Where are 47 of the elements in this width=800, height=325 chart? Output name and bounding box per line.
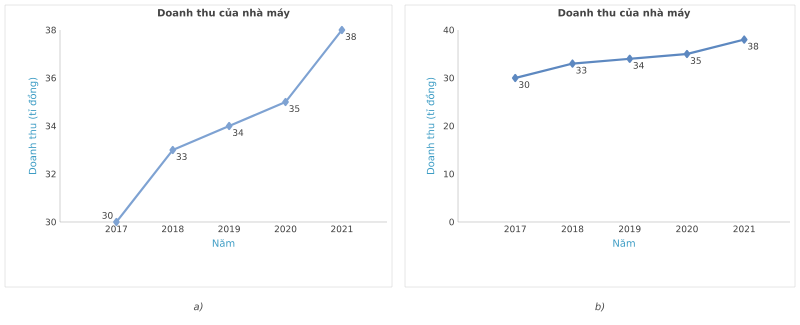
data-label: 38 (748, 42, 758, 50)
point (569, 60, 576, 68)
y-tick-label: 32 (46, 170, 56, 178)
y-tick-label: 10 (444, 170, 454, 178)
point (684, 50, 690, 58)
point (626, 54, 634, 63)
y-tick-label: 0 (449, 218, 454, 226)
x-axis-title: Năm (613, 239, 635, 247)
point (740, 36, 748, 44)
y-tick-label: 30 (46, 218, 56, 226)
y-tick-label: 20 (444, 122, 454, 130)
point (282, 98, 289, 106)
data-label: 30 (102, 212, 113, 219)
chart-title: Doanh thu của nhà máy (558, 8, 690, 19)
y-tick-label: 34 (46, 122, 56, 130)
point (512, 74, 519, 82)
point (338, 26, 346, 34)
data-label: 34 (634, 62, 644, 69)
point (226, 122, 232, 130)
text: b) (595, 302, 604, 312)
data-label: 34 (233, 129, 244, 136)
x-tick-label: 2021 (733, 226, 755, 232)
y-tick-label: 40 (444, 26, 454, 34)
data-label: 33 (176, 153, 187, 160)
x-axis-title: Năm (212, 239, 234, 247)
data-label: 33 (576, 66, 586, 74)
x-tick-label: 2020 (274, 226, 296, 232)
data-label: 30 (519, 81, 530, 88)
y-axis-title: Doanh thu (tỉ đồng) (28, 78, 38, 174)
x-tick-label: 2017 (106, 226, 128, 232)
text: a) (194, 302, 202, 312)
data-label: 38 (346, 33, 356, 40)
x-tick-label: 2020 (676, 226, 698, 232)
y-tick-label: 30 (444, 74, 454, 82)
y-tick-label: 38 (46, 26, 56, 34)
point (169, 146, 176, 154)
chart-title: Doanh thu của nhà máy (158, 8, 290, 19)
x-tick-label: 2017 (504, 226, 526, 232)
data-label: 35 (690, 57, 701, 64)
y-axis-title: Doanh thu (tỉ đồng) (426, 78, 436, 174)
data-label: 35 (289, 105, 300, 112)
x-tick-label: 2018 (162, 226, 184, 232)
y-tick-label: 36 (46, 74, 56, 82)
x-tick-label: 2021 (331, 226, 352, 232)
x-tick-label: 2019 (618, 226, 641, 232)
x-tick-label: 2018 (562, 226, 584, 232)
x-tick-label: 2019 (218, 226, 240, 232)
